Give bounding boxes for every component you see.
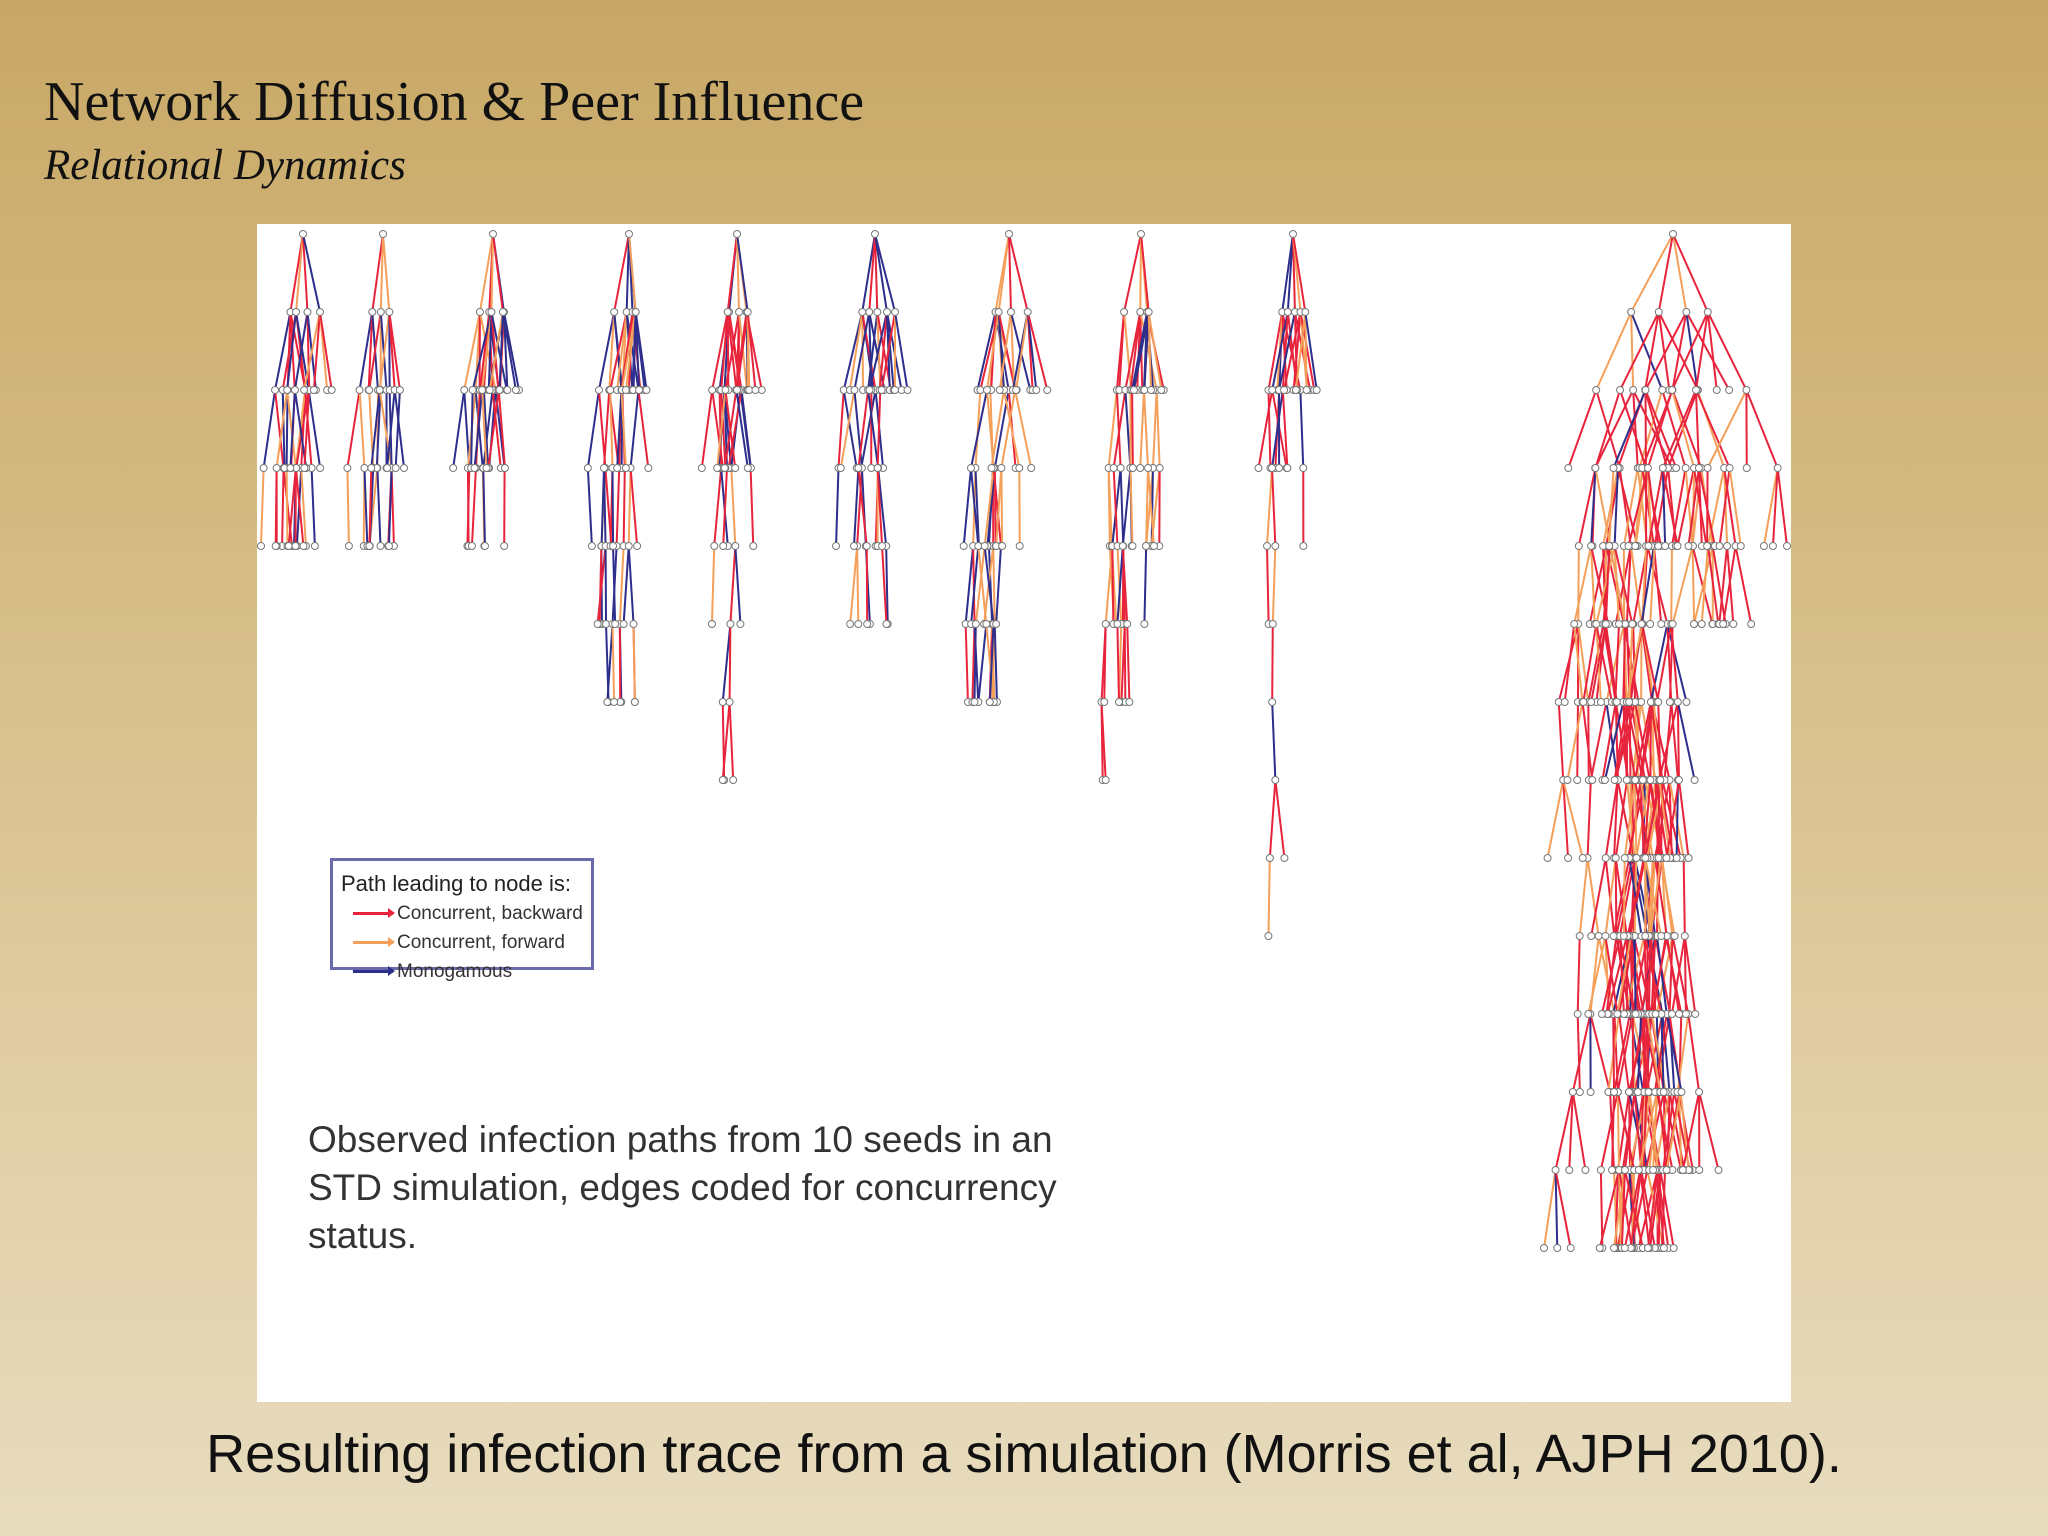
legend-item-monogamous: Monogamous [341,957,583,986]
blue-arrow-icon [353,966,395,976]
seed-node [1137,230,1145,238]
seed-node [379,230,387,238]
red-arrow-icon [353,908,395,918]
bottom-caption: Resulting infection trace from a simulat… [206,1424,1842,1484]
legend-label: Concurrent, forward [397,931,565,953]
infection-trace-figure: Path leading to node is: Concurrent, bac… [257,224,1791,1402]
legend-item-concurrent-backward: Concurrent, backward [341,899,583,928]
seed-node [299,230,307,238]
legend: Path leading to node is: Concurrent, bac… [330,858,594,982]
seed-node [1669,230,1677,238]
seed-node [1005,230,1013,238]
tree-edges [260,233,1788,1249]
legend-label: Concurrent, backward [397,902,583,924]
orange-arrow-icon [353,937,395,947]
legend-label: Monogamous [397,960,513,982]
legend-title: Path leading to node is: [341,871,571,896]
tree-nodes [257,230,1791,1252]
seed-node [871,230,879,238]
seed-node [1289,230,1297,238]
seed-node [489,230,497,238]
seed-node [733,230,741,238]
slide-subtitle: Relational Dynamics [44,142,406,189]
figure-caption: Observed infection paths from 10 seeds i… [308,1119,1057,1256]
seed-node [625,230,633,238]
legend-item-concurrent-forward: Concurrent, forward [341,928,583,957]
slide-title: Network Diffusion & Peer Influence [44,71,865,133]
infection-trees [257,230,1791,1252]
